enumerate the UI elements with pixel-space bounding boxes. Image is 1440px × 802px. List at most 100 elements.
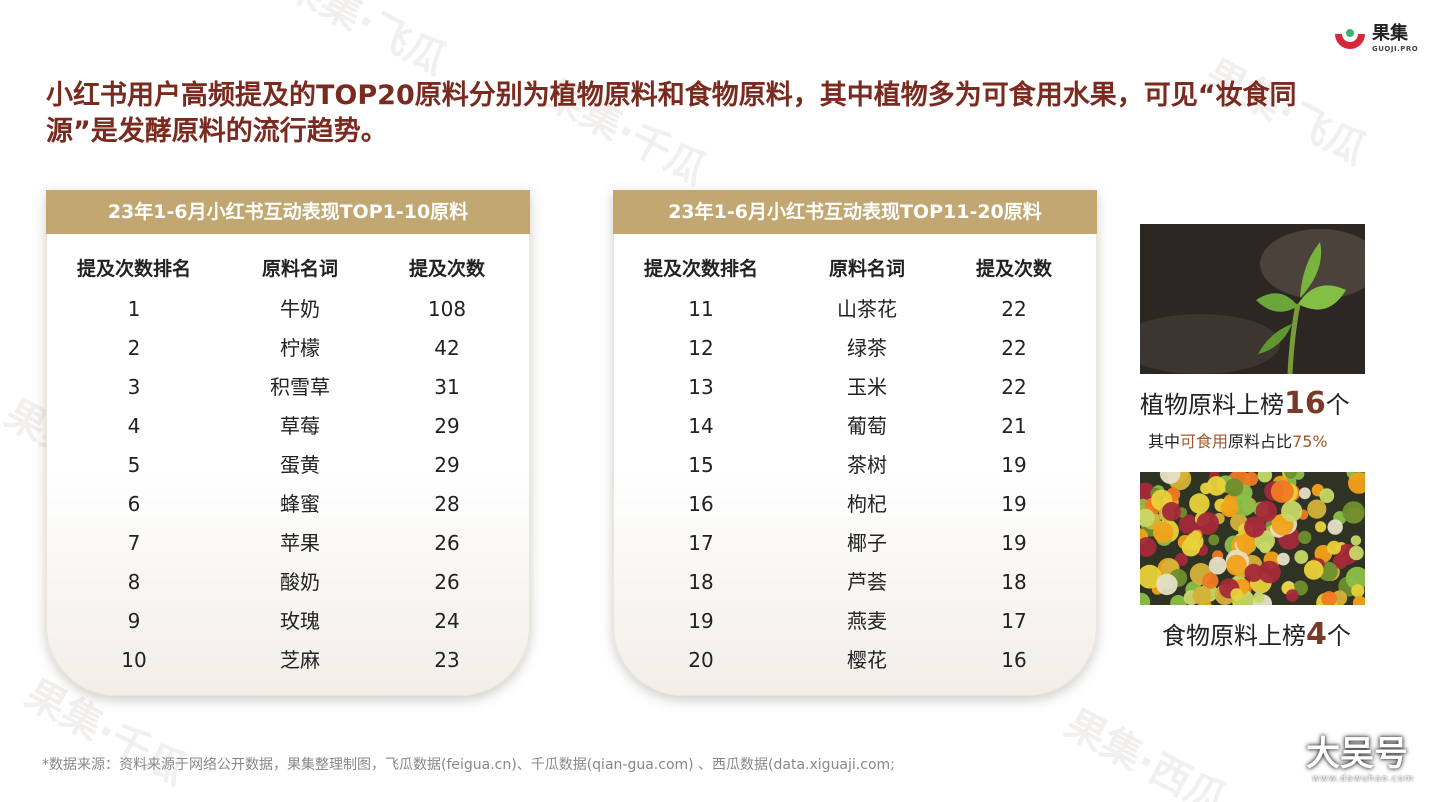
table-row: 12 绿茶 22 <box>613 329 1097 368</box>
cell-count: 22 <box>1001 336 1027 360</box>
cell-ingredient: 玉米 <box>847 375 887 399</box>
cell-rank: 8 <box>127 570 141 594</box>
brand-logo-icon <box>1335 29 1365 49</box>
cell-rank: 18 <box>688 570 714 594</box>
table-row: 14 葡萄 21 <box>613 407 1097 446</box>
table-row: 11 山茶花 22 <box>613 290 1097 329</box>
cell-ingredient: 蛋黄 <box>280 453 320 477</box>
cell-count: 26 <box>434 531 460 555</box>
cell-count: 42 <box>434 336 460 360</box>
cell-count: 24 <box>434 609 460 633</box>
corner-watermark-title: 大吴号 <box>1306 734 1408 774</box>
table-row: 13 玉米 22 <box>613 368 1097 407</box>
header-count: 提及次数 <box>408 258 485 280</box>
cell-count: 17 <box>1001 609 1027 633</box>
table-row: 20 樱花 16 <box>613 641 1097 680</box>
header-rank: 提及次数排名 <box>76 258 191 280</box>
brand-sub: GUOJI.PRO <box>1372 45 1419 53</box>
cell-count: 19 <box>1001 531 1027 555</box>
cell-ingredient: 椰子 <box>847 531 887 555</box>
cell-rank: 20 <box>688 648 714 672</box>
data-source-note: *数据来源：资料来源于网络公开数据，果集整理制图，飞瓜数据(feigua.cn)… <box>42 757 895 773</box>
table-row: 6 蜂蜜 28 <box>46 485 530 524</box>
cell-rank: 19 <box>688 609 714 633</box>
seedling-image <box>1140 224 1365 374</box>
cell-count: 29 <box>434 453 460 477</box>
watermark: 果集·西瓜 <box>1057 701 1234 802</box>
cell-count: 22 <box>1001 297 1027 321</box>
plant-stat-suffix: 个 <box>1325 391 1350 419</box>
cell-count: 108 <box>427 297 467 321</box>
cell-ingredient: 柠檬 <box>280 336 320 360</box>
table-title: 23年1-6月小红书互动表现TOP11-20原料 <box>613 190 1097 234</box>
cell-ingredient: 芝麻 <box>280 648 320 672</box>
cell-ingredient: 酸奶 <box>280 570 320 594</box>
plant-stat-prefix: 植物原料上榜 <box>1140 391 1284 419</box>
cell-rank: 14 <box>688 414 714 438</box>
table-card-top11-20: 23年1-6月小红书互动表现TOP11-20原料 提及次数排名 原料名词 提及次… <box>613 190 1097 696</box>
cell-count: 19 <box>1001 492 1027 516</box>
cell-ingredient: 葡萄 <box>847 414 887 438</box>
table-row: 17 椰子 19 <box>613 524 1097 563</box>
cell-count: 19 <box>1001 453 1027 477</box>
plant-sub-percent: 75% <box>1292 432 1328 451</box>
plant-stat: 植物原料上榜16个 <box>1140 385 1400 421</box>
cell-count: 28 <box>434 492 460 516</box>
seedling-photo <box>1140 224 1365 374</box>
table-row: 7 苹果 26 <box>46 524 530 563</box>
table-body: 11 山茶花 22 12 绿茶 22 13 玉米 22 14 葡萄 21 15 茶树 19 16 枸杞 19 17 椰… <box>613 290 1097 680</box>
cell-count: 26 <box>434 570 460 594</box>
food-stat-count: 4 <box>1306 617 1327 652</box>
page-title: 小红书用户高频提及的TOP20原料分别为植物原料和食物原料，其中植物多为可食用水… <box>46 80 1297 147</box>
plant-substat: 其中可食用原料占比75% <box>1148 428 1408 452</box>
table-card-top1-10: 23年1-6月小红书互动表现TOP1-10原料 提及次数排名 原料名词 提及次数… <box>46 190 530 696</box>
cell-ingredient: 蜂蜜 <box>280 492 320 516</box>
fruit-image <box>1140 472 1365 605</box>
table-header: 提及次数排名 原料名词 提及次数 <box>613 254 1097 284</box>
brand-name: 果集 <box>1372 23 1408 44</box>
corner-watermark: 大吴号 www.dawuhao.com <box>1306 734 1416 784</box>
table-row: 10 芝麻 23 <box>46 641 530 680</box>
table-row: 9 玫瑰 24 <box>46 602 530 641</box>
food-stat-suffix: 个 <box>1326 622 1351 650</box>
cell-rank: 13 <box>688 375 714 399</box>
cell-count: 16 <box>1001 648 1027 672</box>
cell-ingredient: 牛奶 <box>280 297 320 321</box>
cell-rank: 5 <box>127 453 141 477</box>
cell-count: 23 <box>434 648 460 672</box>
table-row: 2 柠檬 42 <box>46 329 530 368</box>
cell-count: 29 <box>434 414 460 438</box>
watermark: 果集·飞瓜 <box>277 0 454 84</box>
table-body: 1 牛奶 108 2 柠檬 42 3 积雪草 31 4 草莓 29 5 蛋黄 29 6 蜂蜜 28 7 苹果 26 8 酸奶… <box>46 290 530 680</box>
cell-rank: 4 <box>127 414 141 438</box>
header-rank: 提及次数排名 <box>643 258 758 280</box>
table-row: 3 积雪草 31 <box>46 368 530 407</box>
table-row: 4 草莓 29 <box>46 407 530 446</box>
cell-ingredient: 茶树 <box>847 453 887 477</box>
cell-rank: 3 <box>127 375 141 399</box>
plant-sub-prefix: 其中 <box>1148 432 1181 451</box>
cell-rank: 16 <box>688 492 714 516</box>
cell-count: 18 <box>1001 570 1027 594</box>
brand-logo: 果集 GUOJI.PRO <box>1332 24 1424 58</box>
header-count: 提及次数 <box>975 258 1052 280</box>
cell-rank: 7 <box>127 531 141 555</box>
table-row: 5 蛋黄 29 <box>46 446 530 485</box>
table-title: 23年1-6月小红书互动表现TOP1-10原料 <box>46 190 530 234</box>
table-row: 8 酸奶 26 <box>46 563 530 602</box>
cell-ingredient: 草莓 <box>280 414 320 438</box>
cell-rank: 12 <box>688 336 714 360</box>
cell-ingredient: 燕麦 <box>847 609 887 633</box>
cell-ingredient: 积雪草 <box>270 375 330 399</box>
cell-rank: 17 <box>688 531 714 555</box>
cell-ingredient: 苹果 <box>280 531 320 555</box>
cell-ingredient: 玫瑰 <box>280 609 320 633</box>
cell-ingredient: 芦荟 <box>847 570 887 594</box>
cell-count: 31 <box>434 375 460 399</box>
table-header: 提及次数排名 原料名词 提及次数 <box>46 254 530 284</box>
food-stat: 食物原料上榜4个 <box>1162 616 1402 652</box>
cell-rank: 6 <box>127 492 141 516</box>
food-stat-prefix: 食物原料上榜 <box>1162 622 1306 650</box>
cell-rank: 9 <box>127 609 141 633</box>
header-ingredient: 原料名词 <box>261 258 338 280</box>
